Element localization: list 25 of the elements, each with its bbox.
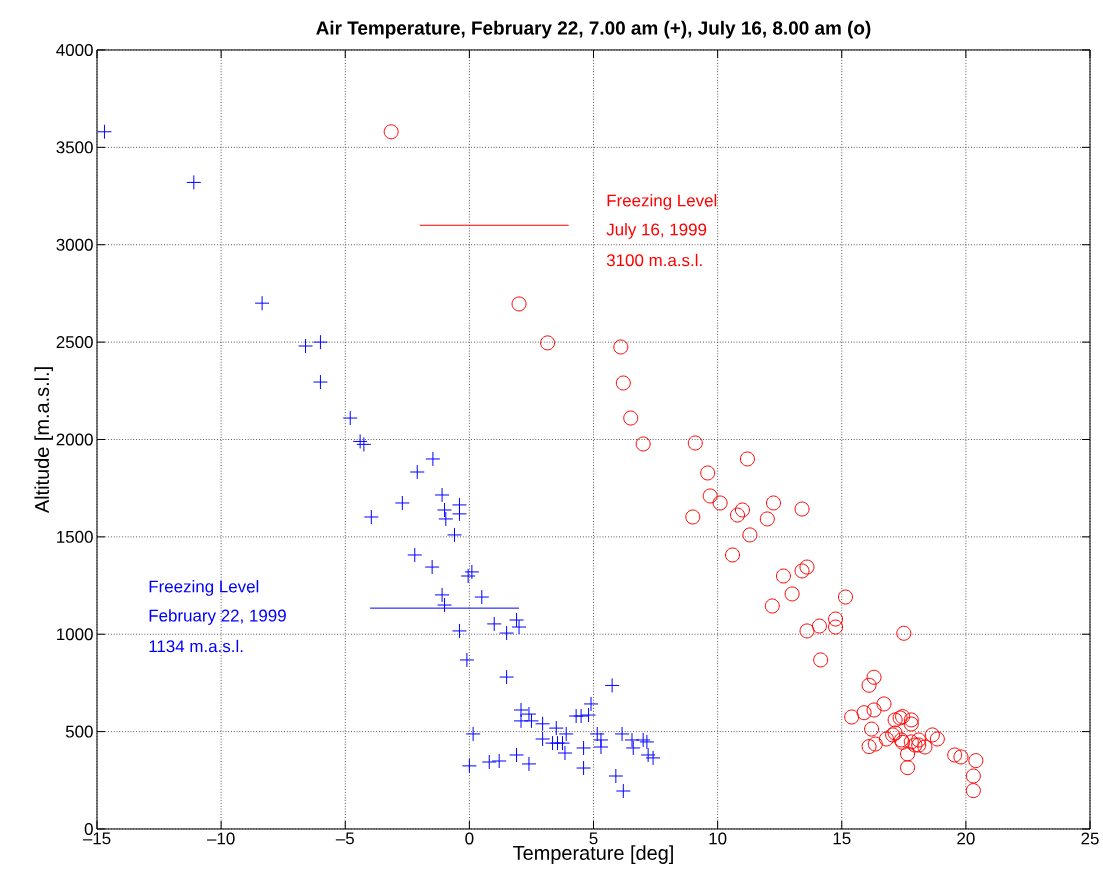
y-tick-label: 3500 bbox=[56, 141, 93, 154]
x-axis-title: Temperature [deg] bbox=[513, 845, 673, 864]
annotation: July 16, 1999 bbox=[606, 223, 707, 239]
y-tick-label: 2500 bbox=[56, 336, 93, 349]
x-tick-label: 0 bbox=[465, 832, 474, 845]
annotation: February 22, 1999 bbox=[149, 609, 286, 625]
y-tick-label: 1000 bbox=[57, 628, 93, 641]
x-tick-label: 20 bbox=[957, 832, 975, 845]
chart-title: Air Temperature, February 22, 7.00 am (+), July 16, 8.00 am (o) bbox=[316, 20, 871, 39]
x-tick-label: 25 bbox=[1081, 832, 1099, 845]
x-tick-label: –5 bbox=[335, 832, 354, 845]
y-tick-label: 3000 bbox=[56, 238, 93, 251]
y-axis-title: Altitude [m.a.s.l.] bbox=[34, 367, 53, 514]
y-tick-label: 1500 bbox=[57, 530, 93, 543]
annotation: 3100 m.a.s.l. bbox=[606, 253, 702, 267]
annotation: Freezing Level bbox=[149, 580, 259, 596]
x-tick-label: 10 bbox=[709, 832, 727, 845]
y-tick-label: 500 bbox=[65, 725, 93, 738]
y-tick-label: 4000 bbox=[56, 43, 93, 56]
x-tick-label: –10 bbox=[207, 832, 235, 845]
x-tick-label: 15 bbox=[833, 832, 851, 845]
annotation: 1134 m.a.s.l. bbox=[149, 639, 243, 653]
y-tick-label: 2000 bbox=[56, 433, 93, 446]
x-tick-label: 5 bbox=[589, 832, 598, 845]
annotation: Freezing Level bbox=[607, 194, 717, 210]
